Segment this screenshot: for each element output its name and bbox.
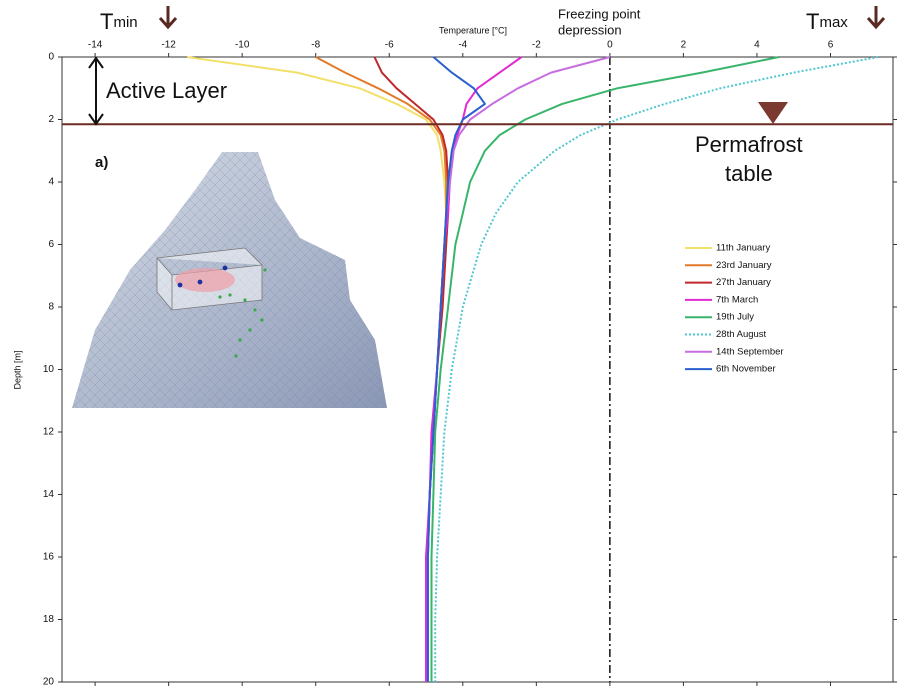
x-tick-label: 0 <box>607 40 613 51</box>
arrow <box>88 56 104 126</box>
y-tick-label: 4 <box>48 177 54 188</box>
legend-label: 6th November <box>716 364 776 375</box>
annotation: T <box>100 9 113 34</box>
x-tick-label: 6 <box>828 40 834 51</box>
y-tick-label: 20 <box>43 677 55 686</box>
y-tick-label: 8 <box>48 302 54 313</box>
y-tick-label: 6 <box>48 239 54 250</box>
legend-label: 27th January <box>716 277 771 288</box>
legend-label: 28th August <box>716 329 767 340</box>
x-tick-label: -4 <box>458 40 467 51</box>
annotation: Tmin <box>100 9 138 34</box>
legend-label: 14th September <box>716 346 784 357</box>
arrow <box>866 6 886 30</box>
y-tick-label: 14 <box>43 489 55 500</box>
series-line <box>426 56 486 682</box>
y-tick-label: 10 <box>43 364 55 375</box>
y-tick-label: 2 <box>48 114 54 125</box>
annotation: max <box>819 14 848 31</box>
legend-label: 11th January <box>716 243 770 254</box>
x-tick-label: -2 <box>532 40 541 51</box>
series-line <box>434 56 879 682</box>
x-tick-label: -8 <box>311 40 320 51</box>
annotation: min <box>113 14 137 31</box>
x-tick-label: -12 <box>161 40 176 51</box>
x-axis-label: Temperature [°C] <box>439 25 507 35</box>
y-axis-label: Depth [m] <box>12 350 22 389</box>
legend-label: 19th July <box>716 312 754 323</box>
x-tick-label: 4 <box>754 40 760 51</box>
legend-label: 23rd January <box>716 260 772 271</box>
y-tick-label: 12 <box>43 427 55 438</box>
y-tick-label: 18 <box>43 614 55 625</box>
annotation: Permafrost <box>695 132 803 157</box>
panel-label: a) <box>95 154 108 171</box>
annotation: depression <box>558 22 622 37</box>
plot-area: -14 -12 -10 -8 -6 -4 -2 0 2 4 6 0 2 4 6 8 10 12 14 16 18 20 11… <box>43 40 897 686</box>
series-line <box>426 56 611 682</box>
annotation: Active Layer <box>106 78 227 103</box>
annotation: T <box>806 9 819 34</box>
x-tick-label: 2 <box>681 40 687 51</box>
y-tick-label: 0 <box>48 52 54 63</box>
annotation: table <box>725 161 773 186</box>
x-tick-label: -10 <box>235 40 250 51</box>
annotation: Freezing point <box>558 6 641 21</box>
x-tick-label: -14 <box>88 40 103 51</box>
inset-image <box>72 152 387 408</box>
annotation: Tmax <box>806 9 848 34</box>
marker <box>758 102 788 124</box>
legend-label: 7th March <box>716 294 758 305</box>
series-line <box>430 56 780 682</box>
arrow <box>158 6 178 30</box>
x-tick-label: -6 <box>385 40 394 51</box>
y-tick-label: 16 <box>43 552 55 563</box>
